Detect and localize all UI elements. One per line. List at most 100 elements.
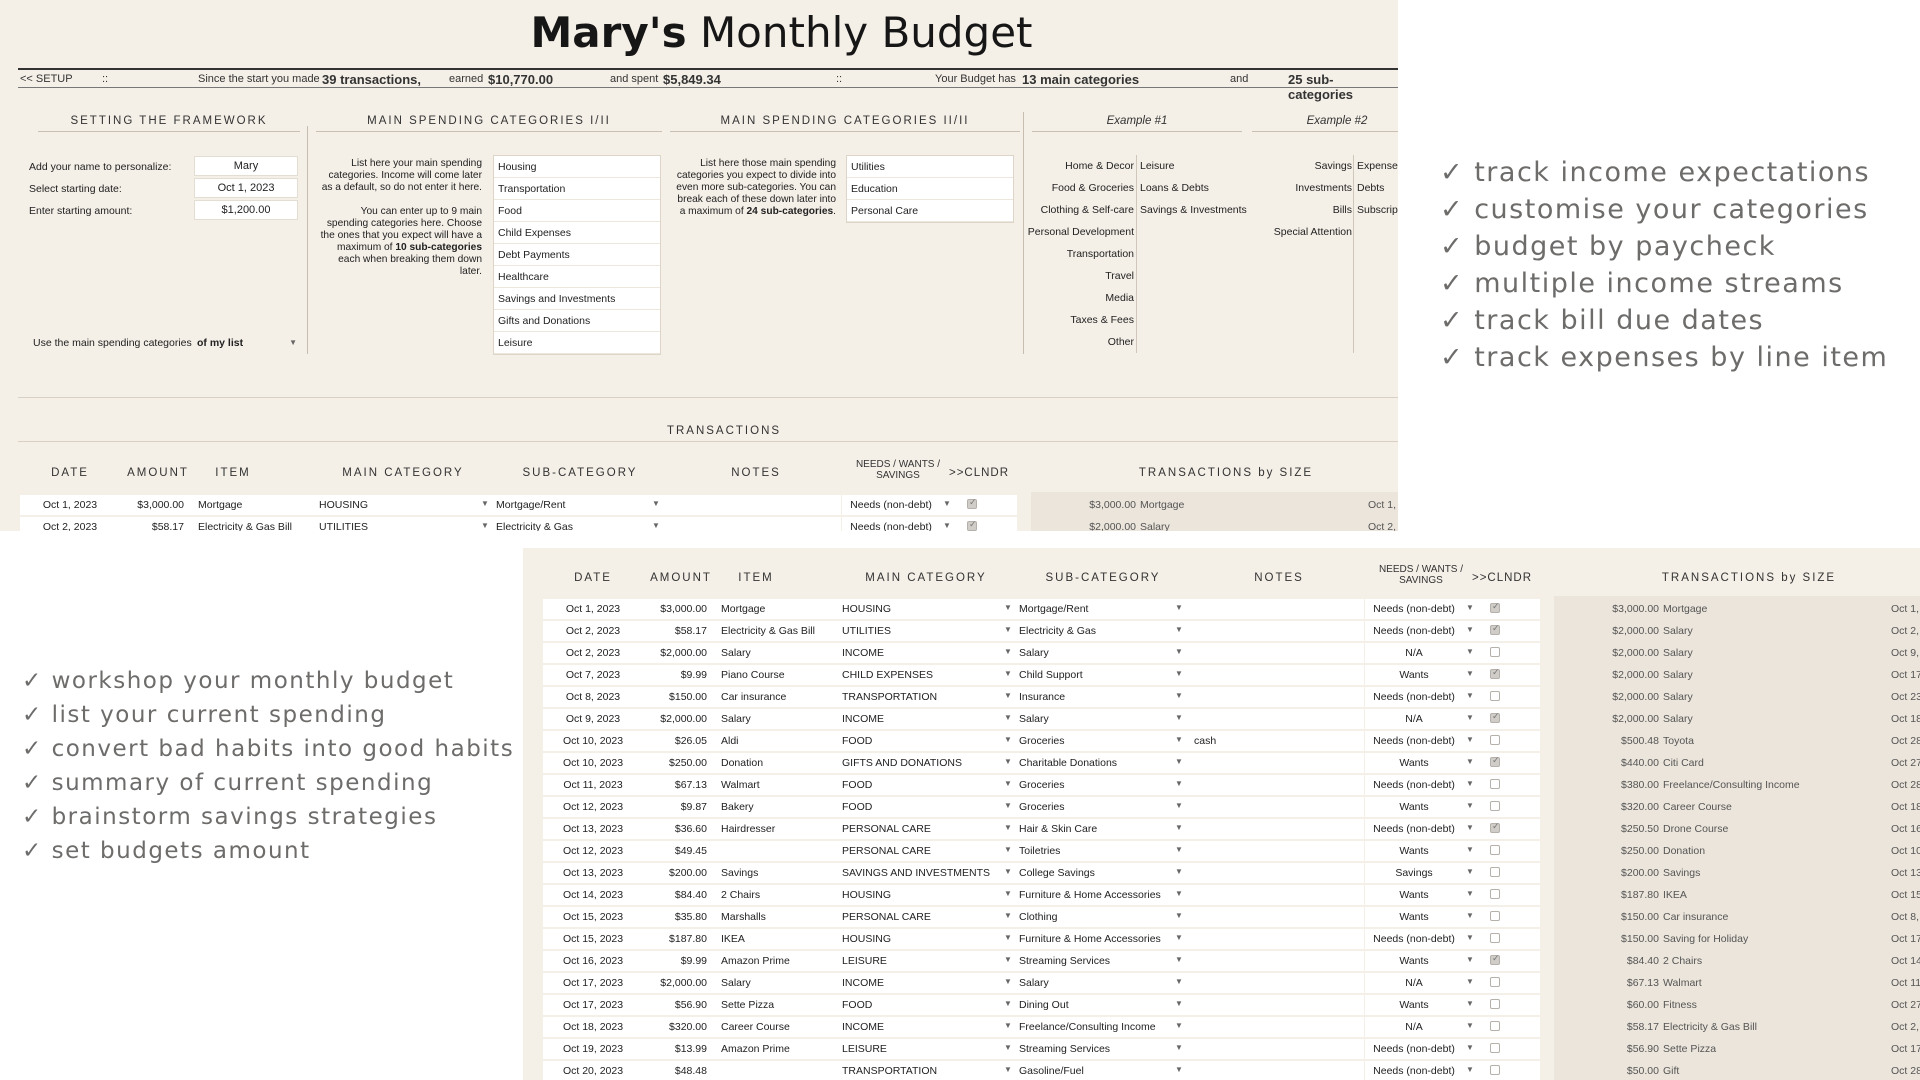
needs-wants-select[interactable]: Needs (non-debt) bbox=[1373, 691, 1455, 703]
chevron-down-icon[interactable]: ▼ bbox=[1175, 823, 1183, 832]
chevron-down-icon[interactable]: ▼ bbox=[1004, 779, 1012, 788]
date-cell[interactable]: Oct 12, 2023 bbox=[562, 801, 624, 813]
date-cell[interactable]: Oct 10, 2023 bbox=[562, 735, 624, 747]
main-category-select[interactable]: FOOD bbox=[842, 779, 873, 791]
amount-cell[interactable]: $9.99 bbox=[680, 669, 707, 681]
chevron-down-icon[interactable]: ▼ bbox=[1004, 713, 1012, 722]
date-cell[interactable]: Oct 8, 2023 bbox=[565, 691, 621, 703]
calendar-checkbox[interactable] bbox=[1490, 1021, 1500, 1031]
chevron-down-icon[interactable]: ▼ bbox=[1004, 999, 1012, 1008]
chevron-down-icon[interactable]: ▼ bbox=[1466, 691, 1474, 700]
item-cell[interactable]: Salary bbox=[721, 713, 751, 725]
calendar-checkbox[interactable] bbox=[1490, 977, 1500, 987]
calendar-checkbox[interactable] bbox=[967, 497, 977, 509]
table-row[interactable]: Oct 2, 2023 $2,000.00 Salary INCOME ▼ Salary ▼… bbox=[523, 642, 1920, 664]
needs-wants-select[interactable]: N/A bbox=[1405, 647, 1423, 659]
table-row[interactable]: Oct 14, 2023 $84.40 2 Chairs HOUSING ▼ Furnit… bbox=[523, 884, 1920, 906]
sub-category-select[interactable]: College Savings bbox=[1019, 867, 1095, 879]
calendar-checkbox[interactable] bbox=[1490, 867, 1500, 877]
main-category-select[interactable]: PERSONAL CARE bbox=[842, 911, 931, 923]
sub-category-select[interactable]: Groceries bbox=[1019, 735, 1065, 747]
amount-cell[interactable]: $3,000.00 bbox=[660, 603, 707, 615]
chevron-down-icon[interactable]: ▼ bbox=[1004, 625, 1012, 634]
date-cell[interactable]: Oct 14, 2023 bbox=[562, 889, 624, 901]
chevron-down-icon[interactable]: ▼ bbox=[1004, 845, 1012, 854]
category-item[interactable]: Education bbox=[847, 178, 1013, 200]
chevron-down-icon[interactable]: ▼ bbox=[1466, 955, 1474, 964]
table-row[interactable]: Oct 2, 2023 $58.17 Electricity & Gas Bill U… bbox=[523, 620, 1920, 642]
chevron-down-icon[interactable]: ▼ bbox=[1466, 779, 1474, 788]
start-amount-input[interactable]: $1,200.00 bbox=[194, 200, 298, 220]
main-category-select[interactable]: UTILITIES bbox=[319, 521, 369, 531]
date-cell[interactable]: Oct 15, 2023 bbox=[562, 911, 624, 923]
item-cell[interactable]: Sette Pizza bbox=[721, 999, 775, 1011]
item-cell[interactable]: Salary bbox=[721, 977, 751, 989]
chevron-down-icon[interactable]: ▼ bbox=[943, 521, 951, 530]
main-categories-1-list[interactable]: Housing Transportation Food Child Expenses D… bbox=[493, 155, 661, 355]
category-item[interactable]: Personal Care bbox=[847, 200, 1013, 222]
item-cell[interactable]: Amazon Prime bbox=[721, 955, 790, 967]
date-cell[interactable]: Oct 17, 2023 bbox=[562, 999, 624, 1011]
main-category-select[interactable]: INCOME bbox=[842, 713, 884, 725]
start-date-input[interactable]: Oct 1, 2023 bbox=[194, 178, 298, 198]
amount-cell[interactable]: $84.40 bbox=[674, 889, 707, 901]
main-category-select[interactable]: INCOME bbox=[842, 1021, 884, 1033]
calendar-checkbox[interactable] bbox=[1490, 953, 1500, 965]
sub-category-select[interactable]: Salary bbox=[1019, 713, 1049, 725]
calendar-checkbox[interactable] bbox=[1490, 845, 1500, 855]
category-item[interactable]: Child Expenses bbox=[494, 222, 660, 244]
category-item[interactable]: Debt Payments bbox=[494, 244, 660, 266]
needs-wants-select[interactable]: Wants bbox=[1399, 955, 1429, 967]
table-row[interactable]: Oct 17, 2023 $2,000.00 Salary INCOME ▼ Salary… bbox=[523, 972, 1920, 994]
sub-category-select[interactable]: Charitable Donations bbox=[1019, 757, 1118, 769]
chevron-down-icon[interactable]: ▼ bbox=[1466, 669, 1474, 678]
item-cell[interactable]: Electricity & Gas Bill bbox=[198, 521, 292, 531]
amount-cell[interactable]: $36.60 bbox=[674, 823, 707, 835]
chevron-down-icon[interactable]: ▼ bbox=[1004, 889, 1012, 898]
chevron-down-icon[interactable]: ▼ bbox=[1004, 1021, 1012, 1030]
needs-wants-select[interactable]: Needs (non-debt) bbox=[1373, 823, 1455, 835]
chevron-down-icon[interactable]: ▼ bbox=[1175, 1043, 1183, 1052]
main-category-select[interactable]: FOOD bbox=[842, 999, 873, 1011]
chevron-down-icon[interactable]: ▼ bbox=[1466, 999, 1474, 1008]
chevron-down-icon[interactable]: ▼ bbox=[1004, 801, 1012, 810]
chevron-down-icon[interactable]: ▼ bbox=[1004, 669, 1012, 678]
date-cell[interactable]: Oct 1, 2023 bbox=[42, 499, 98, 511]
needs-wants-select[interactable]: N/A bbox=[1405, 713, 1423, 725]
item-cell[interactable]: Career Course bbox=[721, 1021, 790, 1033]
date-cell[interactable]: Oct 10, 2023 bbox=[562, 757, 624, 769]
calendar-checkbox[interactable] bbox=[1490, 999, 1500, 1009]
chevron-down-icon[interactable]: ▼ bbox=[1004, 955, 1012, 964]
chevron-down-icon[interactable]: ▼ bbox=[1175, 669, 1183, 678]
main-category-select[interactable]: SAVINGS AND INVESTMENTS bbox=[842, 867, 990, 879]
item-cell[interactable]: Mortgage bbox=[721, 603, 766, 615]
sub-category-select[interactable]: Insurance bbox=[1019, 691, 1066, 703]
needs-wants-select[interactable]: Wants bbox=[1399, 889, 1429, 901]
item-cell[interactable]: IKEA bbox=[721, 933, 745, 945]
main-category-select[interactable]: HOUSING bbox=[842, 603, 892, 615]
calendar-checkbox[interactable] bbox=[1490, 911, 1500, 921]
chevron-down-icon[interactable]: ▼ bbox=[1466, 757, 1474, 766]
chevron-down-icon[interactable]: ▼ bbox=[1175, 779, 1183, 788]
amount-cell[interactable]: $49.45 bbox=[674, 845, 707, 857]
category-item[interactable]: Leisure bbox=[494, 332, 660, 354]
sub-category-select[interactable]: Groceries bbox=[1019, 779, 1065, 791]
table-row[interactable]: Oct 1, 2023 $3,000.00 Mortgage HOUSING ▼ Mort… bbox=[0, 494, 1398, 516]
needs-wants-select[interactable]: Wants bbox=[1399, 999, 1429, 1011]
needs-wants-select[interactable]: Needs (non-debt) bbox=[1373, 603, 1455, 615]
amount-cell[interactable]: $2,000.00 bbox=[660, 977, 707, 989]
date-cell[interactable]: Oct 15, 2023 bbox=[562, 933, 624, 945]
chevron-down-icon[interactable]: ▼ bbox=[1004, 1043, 1012, 1052]
chevron-down-icon[interactable]: ▼ bbox=[1175, 999, 1183, 1008]
chevron-down-icon[interactable]: ▼ bbox=[1175, 889, 1183, 898]
main-category-select[interactable]: UTILITIES bbox=[842, 625, 892, 637]
sub-category-select[interactable]: Salary bbox=[1019, 977, 1049, 989]
chevron-down-icon[interactable]: ▼ bbox=[1004, 867, 1012, 876]
notes-cell[interactable]: cash bbox=[1194, 735, 1217, 747]
table-row[interactable]: Oct 7, 2023 $9.99 Piano Course CHILD EXPENS… bbox=[523, 664, 1920, 686]
chevron-down-icon[interactable]: ▼ bbox=[1175, 801, 1183, 810]
needs-wants-select[interactable]: Needs (non-debt) bbox=[1373, 1043, 1455, 1055]
chevron-down-icon[interactable]: ▼ bbox=[1175, 713, 1183, 722]
main-category-select[interactable]: GIFTS AND DONATIONS bbox=[842, 757, 962, 769]
calendar-checkbox[interactable] bbox=[1490, 779, 1500, 789]
